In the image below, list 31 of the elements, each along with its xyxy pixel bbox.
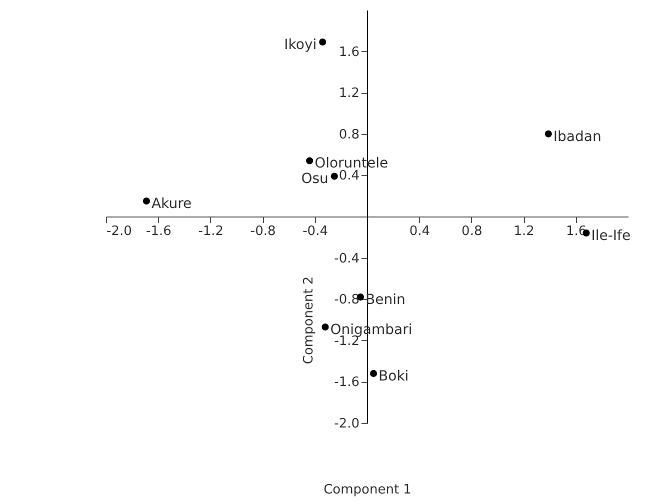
y-tick-label: -0.8	[334, 292, 360, 308]
x-tick-label: -0.4	[302, 224, 328, 239]
point	[330, 172, 338, 180]
x-tick-label: 0.4	[409, 224, 430, 239]
series-label: Ikoyi	[284, 37, 317, 54]
y-tick-label: 1.6	[338, 44, 360, 60]
y-tick-label: 0.8	[338, 127, 360, 142]
x-tick-label: 0.8	[462, 224, 482, 239]
series-label: Akure	[151, 196, 192, 212]
y-tick-label: -2.0	[334, 416, 360, 432]
x-tick-label: -2.0	[106, 224, 132, 239]
y-tick-label: -0.4	[334, 251, 360, 266]
x-axis-title: Component 1	[324, 482, 412, 498]
y-tick-label: -1.6	[334, 375, 360, 390]
y-tick-label: 0.4	[338, 168, 360, 184]
series-label: Ile-Ife	[591, 228, 631, 244]
x-tick-label: 1.2	[514, 224, 534, 239]
y-tick-label: 1.2	[338, 86, 360, 102]
x-tick-label: -0.8	[250, 224, 276, 239]
series-label: Boki	[378, 368, 409, 384]
x-tick-label: -1.6	[146, 224, 172, 239]
y-axis-title: Component 2	[302, 276, 316, 364]
series-label: Ibadan	[553, 128, 602, 145]
series-label: Osu	[301, 171, 328, 188]
point	[319, 38, 326, 46]
point	[306, 157, 314, 164]
point	[544, 130, 552, 138]
point	[370, 370, 378, 377]
x-tick-label: -1.2	[198, 224, 224, 239]
point	[322, 323, 329, 331]
point	[142, 197, 150, 205]
